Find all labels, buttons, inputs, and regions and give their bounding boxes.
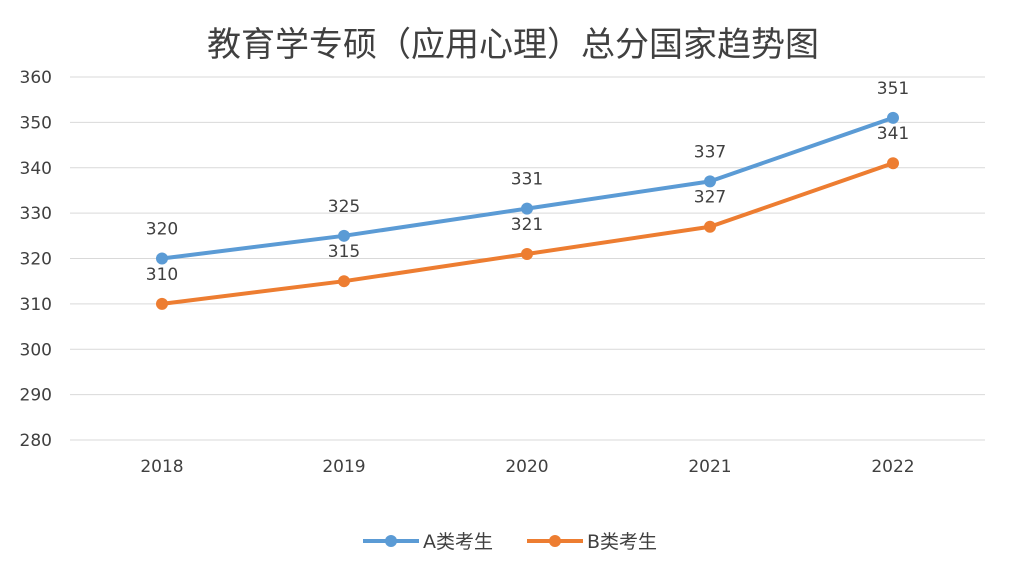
data-label: 351 [877, 79, 909, 99]
data-point [887, 111, 899, 124]
legend: A类考生 B类考生 [363, 531, 657, 553]
data-label: 341 [877, 124, 909, 144]
x-tick-label: 2018 [140, 457, 183, 477]
data-point [887, 157, 899, 170]
series-lines [156, 111, 899, 310]
data-point [156, 297, 168, 310]
legend-marker [385, 535, 397, 547]
x-tick-label: 2021 [688, 457, 731, 477]
data-point [521, 202, 533, 215]
data-point [704, 175, 716, 188]
y-tick-label: 330 [20, 204, 52, 224]
y-tick-label: 350 [20, 113, 52, 133]
y-tick-label: 320 [20, 250, 52, 270]
legend-label: A类考生 [423, 531, 493, 553]
data-label: 327 [694, 188, 726, 208]
x-tick-label: 2022 [871, 457, 914, 477]
data-label: 310 [146, 265, 178, 285]
y-tick-label: 290 [20, 386, 52, 406]
x-tick-label: 2020 [505, 457, 548, 477]
x-axis-ticks: 2018 2019 2020 2021 2022 [140, 457, 914, 477]
data-point [704, 220, 716, 233]
data-label: 337 [694, 142, 726, 162]
data-label: 331 [511, 170, 543, 190]
y-tick-label: 310 [20, 295, 52, 315]
data-labels: 320 325 331 337 351 310 315 321 327 341 [146, 79, 909, 285]
legend-label: B类考生 [587, 531, 657, 553]
data-point [338, 229, 350, 242]
data-label: 320 [146, 220, 178, 240]
y-tick-label: 280 [20, 431, 52, 451]
data-label: 321 [511, 215, 543, 235]
data-label: 315 [328, 242, 360, 262]
y-axis-ticks: 280 290 300 310 320 330 340 350 360 [20, 68, 52, 451]
y-tick-label: 340 [20, 159, 52, 179]
x-tick-label: 2019 [322, 457, 365, 477]
chart-title: 教育学专硕（应用心理）总分国家趋势图 [207, 25, 819, 65]
y-tick-label: 300 [20, 340, 52, 360]
data-point [156, 252, 168, 265]
data-point [521, 247, 533, 260]
y-tick-label: 360 [20, 68, 52, 88]
data-point [338, 275, 350, 288]
legend-marker [549, 535, 561, 547]
data-label: 325 [328, 197, 360, 217]
